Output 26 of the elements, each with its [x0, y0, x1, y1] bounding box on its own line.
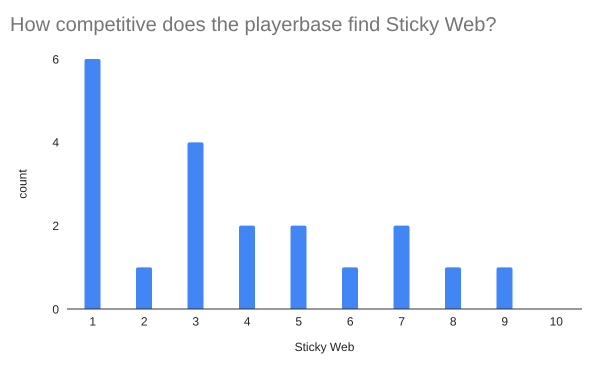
x-tick-label: 5 [295, 314, 302, 329]
bar [136, 267, 152, 309]
x-tick-label: 8 [450, 314, 457, 329]
y-tick-label: 2 [52, 218, 60, 233]
x-tick-label: 10 [550, 314, 564, 329]
x-tick-label: 1 [89, 314, 96, 329]
bar [188, 142, 204, 309]
bar [394, 226, 410, 309]
x-tick-label: 2 [140, 314, 148, 329]
x-axis-title: Sticky Web [294, 340, 355, 354]
bar [445, 267, 462, 309]
y-axis-title: count [15, 168, 30, 199]
x-tick-label: 7 [398, 314, 406, 329]
bar [496, 267, 513, 309]
bar [84, 59, 101, 309]
x-tick-label: 9 [501, 314, 508, 329]
y-tick-label: 4 [52, 136, 60, 150]
y-tick-label: 0 [52, 302, 60, 316]
y-tick-label: 6 [52, 52, 60, 66]
bar [342, 267, 358, 309]
x-tick-label: 4 [244, 314, 251, 329]
chart-title: How competitive does the playerbase find Sticky Web? [10, 14, 497, 37]
x-tick-label: 3 [192, 314, 200, 329]
x-tick-label: 6 [346, 314, 354, 329]
bar [239, 226, 256, 309]
bar [290, 226, 307, 309]
